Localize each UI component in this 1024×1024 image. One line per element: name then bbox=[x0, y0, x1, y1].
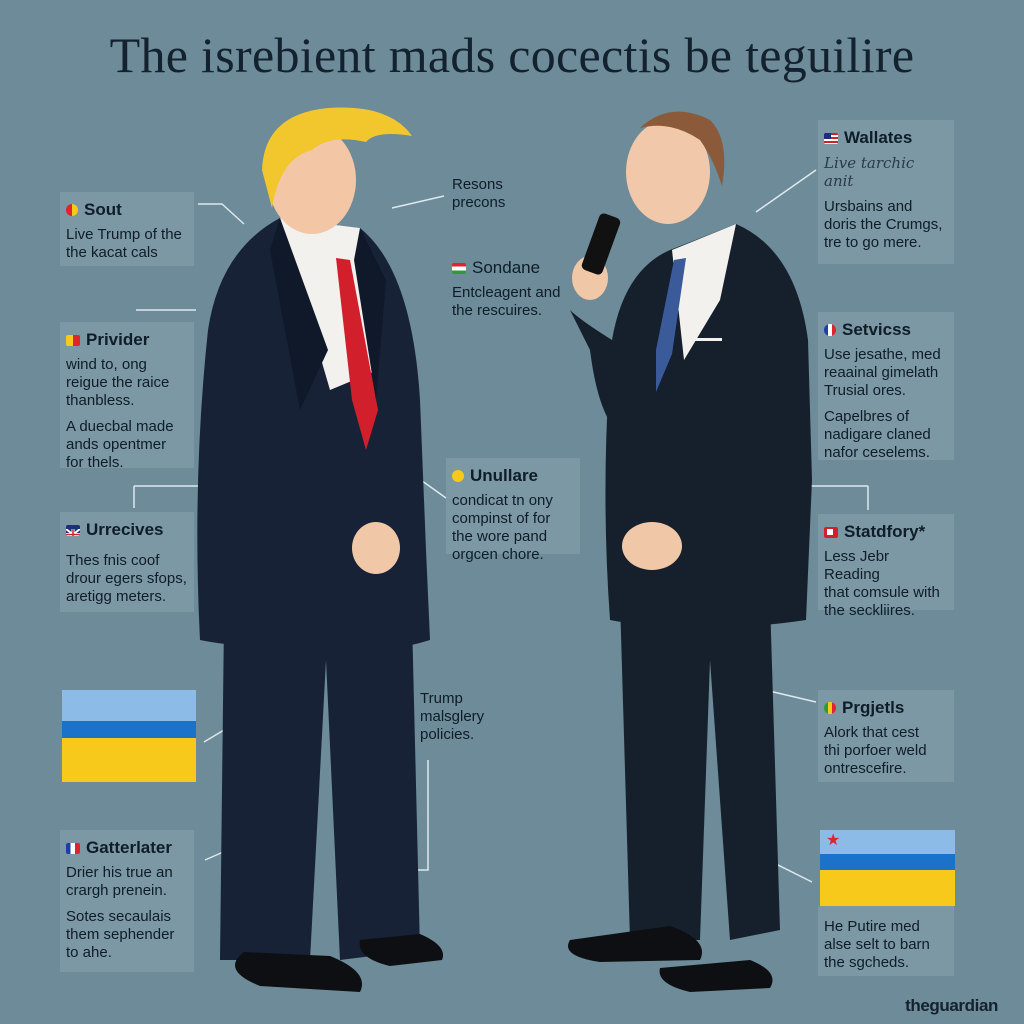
connector-line bbox=[133, 485, 206, 508]
box-heading: Wallates bbox=[844, 128, 913, 147]
box-text: wind to, ong reigue the raice thanbless. bbox=[66, 356, 170, 409]
flag-icon bbox=[452, 470, 464, 482]
box-text: Capelbres of nadigare claned nafor cesel… bbox=[824, 408, 931, 461]
connector-line bbox=[755, 169, 817, 213]
box-heading: Urrecives bbox=[86, 520, 164, 539]
right-figure-trousers bbox=[620, 600, 780, 940]
left-figure-tie bbox=[336, 258, 378, 450]
box-heading: Setvicss bbox=[842, 320, 911, 339]
flag-icon bbox=[824, 324, 836, 336]
right-figure-tie bbox=[656, 258, 686, 392]
right-figure-pocket-square bbox=[688, 338, 722, 341]
flag-icon bbox=[824, 526, 838, 538]
right-box-1: Wallates Live tarchic anit Ursbains and … bbox=[818, 120, 954, 264]
box-text: A duecbal made ands opentmer for thels. bbox=[66, 418, 174, 471]
left-box-4: Gatterlater Drier his true an crargh pre… bbox=[60, 830, 194, 972]
right-box-4: Prgjetls Alork that cest thi porfoer wel… bbox=[818, 690, 954, 782]
right-figure-hand bbox=[622, 522, 682, 570]
right-box-3: Statdfory* Less Jebr Reading that comsul… bbox=[818, 514, 954, 619]
ukraine-flag-right: ★ bbox=[820, 830, 955, 906]
left-figure-hand bbox=[352, 522, 400, 574]
box-heading: Statdfory* bbox=[844, 522, 926, 541]
box-text: He Putire med alse selt to barn the sgch… bbox=[824, 918, 930, 971]
right-figure-arm bbox=[570, 310, 630, 440]
left-figure-lapel bbox=[270, 218, 328, 410]
connector-line bbox=[391, 195, 445, 209]
page-title: The isrebient mads cocectis be teguilire bbox=[109, 27, 915, 83]
right-figure-phone bbox=[581, 213, 621, 275]
box-heading: Privider bbox=[86, 330, 150, 349]
star-icon: ★ bbox=[826, 832, 841, 849]
box-heading: Prgjetls bbox=[842, 698, 905, 717]
connector-line bbox=[198, 203, 245, 225]
right-box-5: He Putire med alse selt to barn the sgch… bbox=[818, 906, 954, 976]
box-text: Entcleagent and the rescuires. bbox=[452, 284, 561, 319]
right-figure-illustration bbox=[568, 111, 812, 992]
box-text: condicat tn ony compinst of for the wore… bbox=[452, 492, 553, 563]
flag-icon bbox=[452, 262, 466, 274]
right-figure-shoe bbox=[659, 960, 773, 992]
ukraine-flag-left bbox=[62, 690, 196, 782]
right-figure-shirt bbox=[672, 224, 736, 360]
box-text: Drier his true an crargh prenein. bbox=[66, 864, 173, 899]
box-heading: Gatterlater bbox=[86, 838, 172, 857]
center-note-3: Unullare condicat tn ony compinst of for… bbox=[446, 458, 580, 563]
flag-icon bbox=[66, 842, 80, 854]
box-heading: Sondane bbox=[472, 258, 541, 277]
right-figure-shoe bbox=[568, 926, 702, 962]
flag-icon bbox=[66, 334, 80, 346]
left-figure-trousers bbox=[220, 620, 420, 960]
left-figure-shoe bbox=[359, 934, 444, 966]
right-box-2: Setvicss Use jesathe, med reaainal gimel… bbox=[818, 312, 954, 461]
left-box-2: Privider wind to, ong reigue the raice t… bbox=[60, 322, 194, 471]
box-text: Live Trump of the the kacat cals bbox=[66, 226, 182, 261]
center-note-4: Trump malsglery policies. bbox=[420, 690, 485, 743]
center-note-2: Sondane Entcleagent and the rescuires. bbox=[446, 250, 582, 326]
right-figure-hair bbox=[640, 111, 725, 186]
box-text: Less Jebr Reading that comsule with the … bbox=[824, 548, 940, 619]
left-figure-hair bbox=[262, 107, 412, 208]
box-text: Alork that cest thi porfoer weld ontresc… bbox=[824, 724, 927, 777]
box-heading: Unullare bbox=[470, 466, 539, 485]
box-scribble: Live tarchic anit bbox=[824, 154, 915, 190]
flag-icon bbox=[824, 132, 838, 144]
left-figure-shoe bbox=[235, 952, 362, 992]
right-figure-face bbox=[626, 120, 710, 224]
center-note-1: Resons precons bbox=[452, 176, 506, 211]
flag-icon bbox=[824, 702, 836, 714]
box-text: Ursbains and doris the Crumgs, tre to go… bbox=[824, 198, 943, 251]
left-box-1: Sout Live Trump of the the kacat cals bbox=[60, 192, 194, 266]
left-figure-illustration bbox=[197, 107, 444, 992]
left-box-3: Urrecives Thes fnis coof drour egers sfo… bbox=[60, 512, 194, 612]
brand-logo: theguardian bbox=[905, 996, 998, 1015]
left-figure-lapel bbox=[354, 228, 386, 400]
box-text: Sotes secaulais them sephender to ahe. bbox=[66, 908, 175, 961]
flag-icon bbox=[66, 524, 80, 536]
flag-icon bbox=[66, 204, 78, 216]
box-heading: Sout bbox=[84, 200, 122, 219]
box-text: Use jesathe, med reaainal gimelath Trusi… bbox=[824, 346, 941, 399]
box-text: Thes fnis coof drour egers sfops, aretig… bbox=[66, 552, 187, 605]
